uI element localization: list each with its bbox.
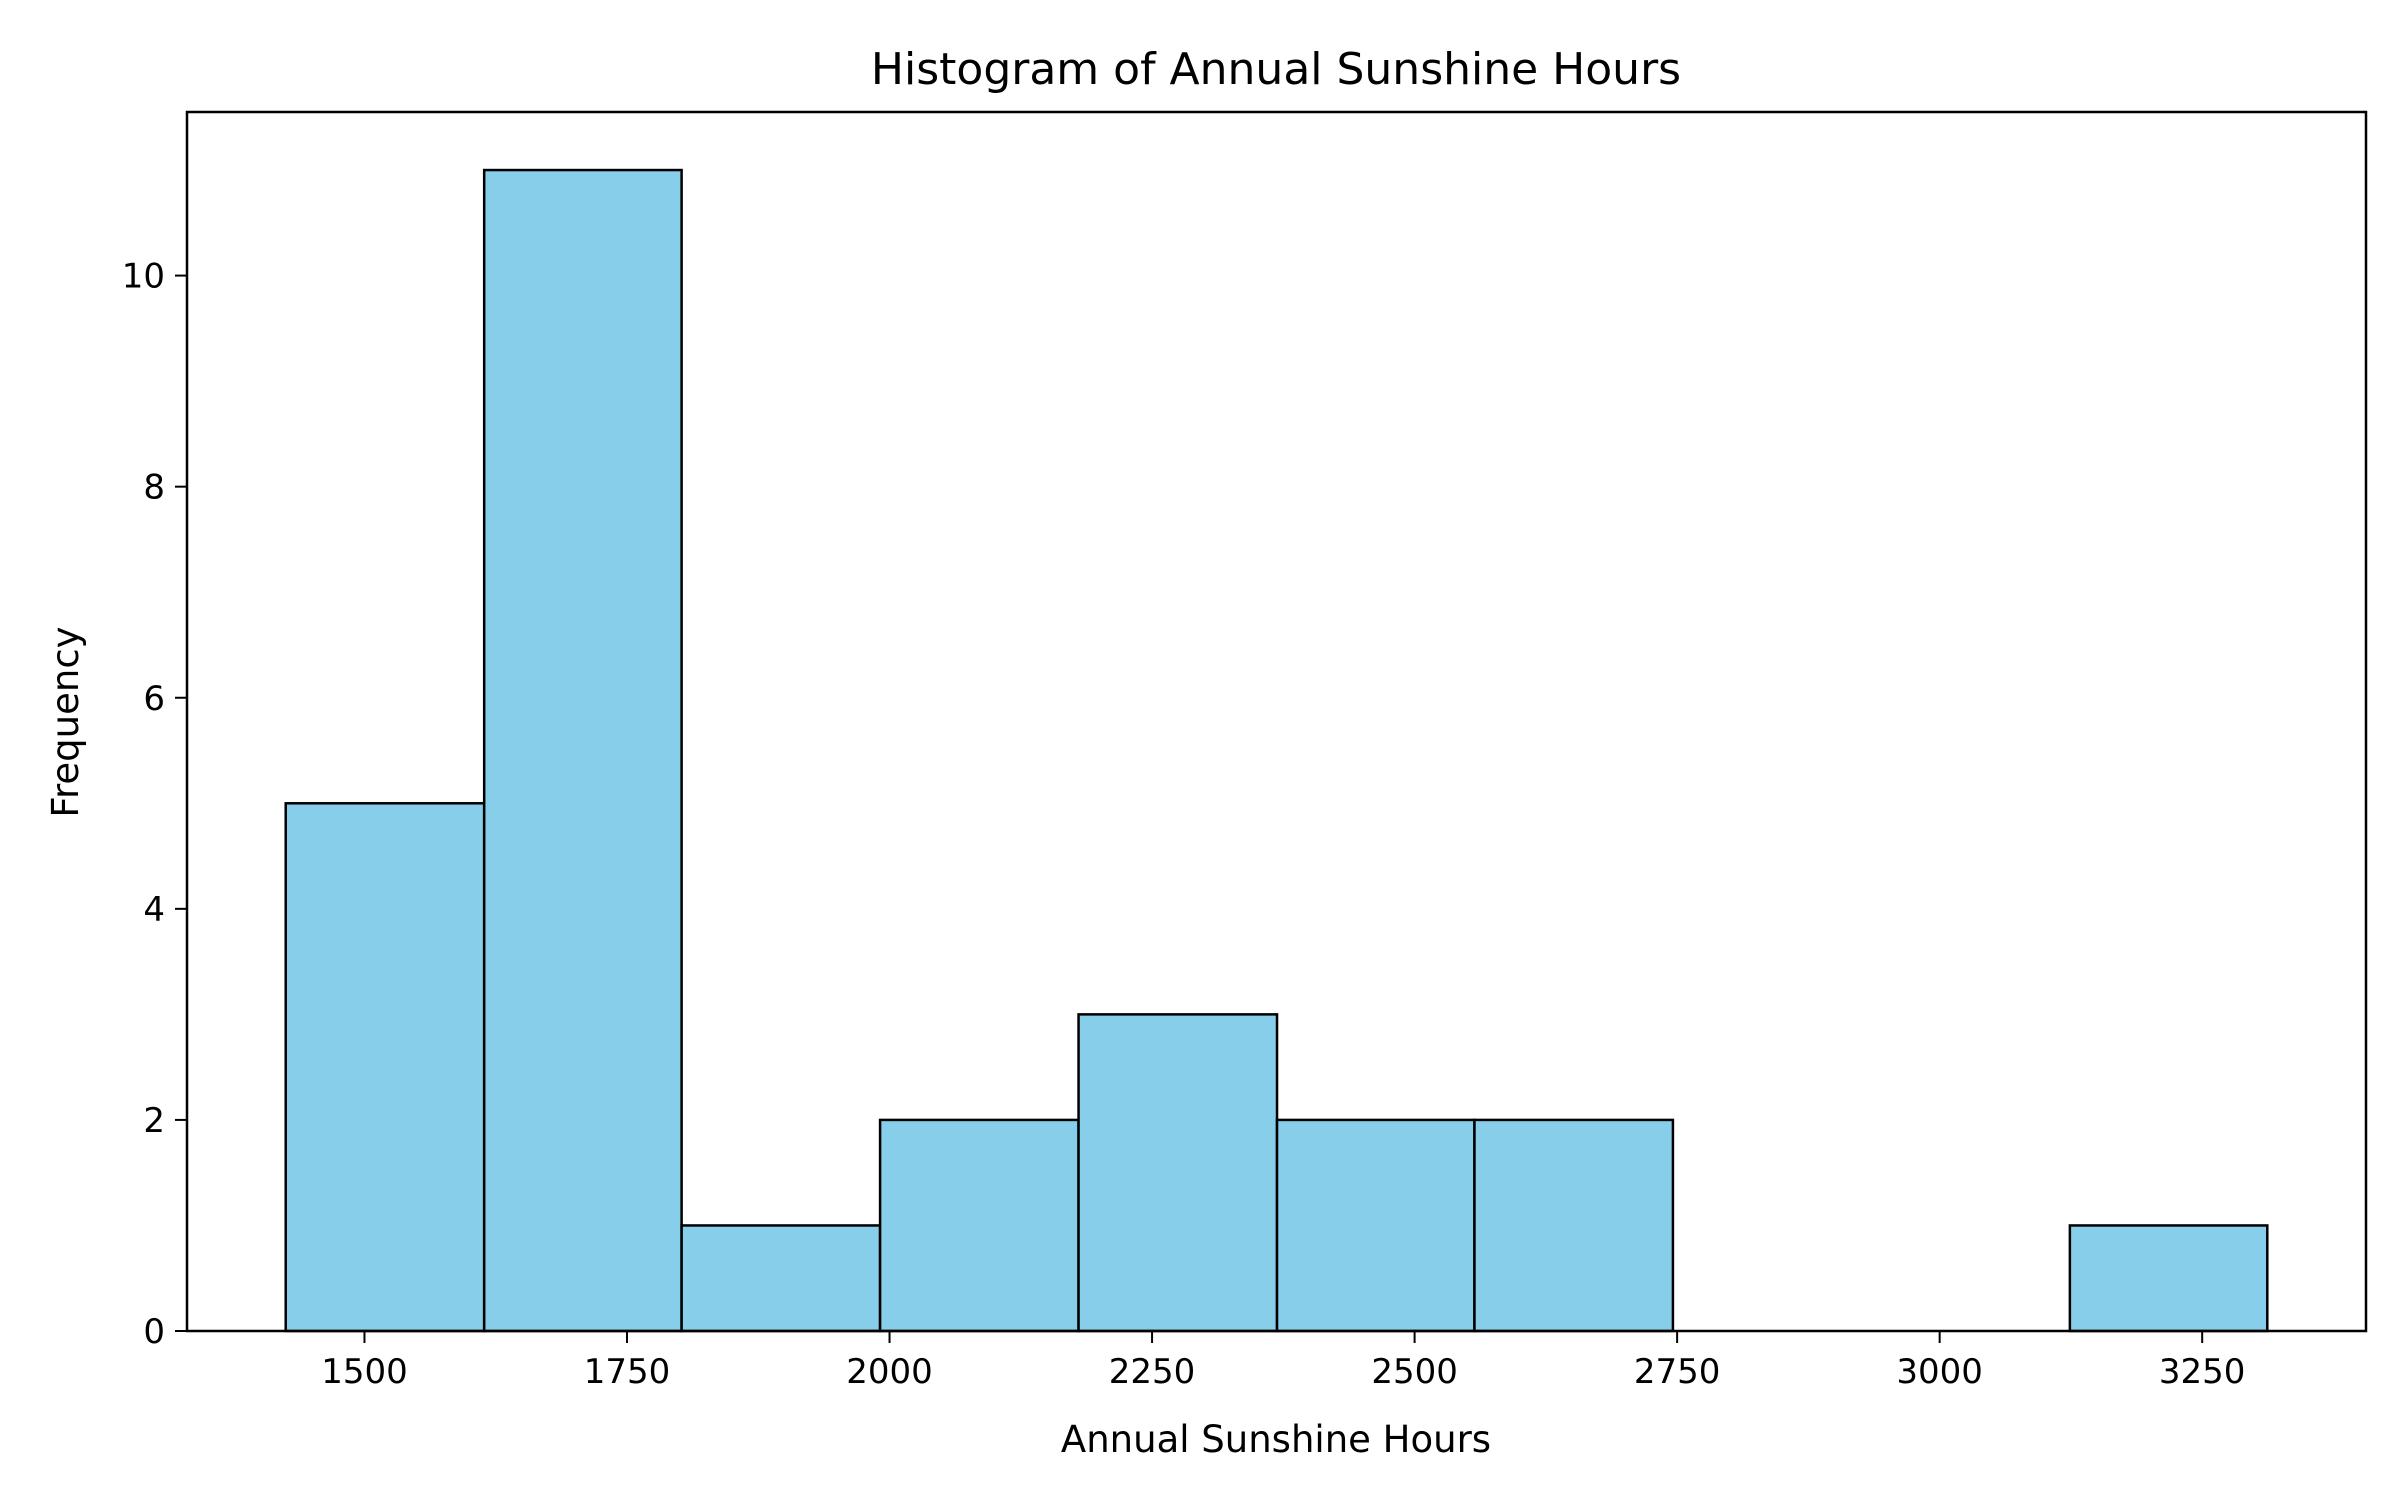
- x-axis-ticks: 1500 1750 2000 2250 2500 2750 3000 3250: [321, 1331, 2245, 1392]
- x-tick-label: 2250: [1109, 1352, 1196, 1392]
- chart-title: Histogram of Annual Sunshine Hours: [871, 44, 1681, 95]
- x-axis-title: Annual Sunshine Hours: [1061, 1418, 1491, 1461]
- x-tick-label: 2500: [1371, 1352, 1458, 1392]
- x-tick-label: 2750: [1634, 1352, 1721, 1392]
- bars-layer: [284, 168, 2269, 1333]
- histogram-bar-5: [1077, 1013, 1279, 1333]
- histogram-bar-6: [1275, 1118, 1476, 1333]
- x-tick-label: 3000: [1896, 1352, 1983, 1392]
- x-tick-label: 3250: [2159, 1352, 2246, 1392]
- histogram-bar-4: [878, 1118, 1080, 1333]
- histogram-bar-10: [2068, 1224, 2269, 1333]
- plot-frame: [185, 110, 2368, 1333]
- x-tick-label: 1750: [584, 1352, 671, 1392]
- y-tick-label: 8: [143, 468, 165, 508]
- y-tick-label: 4: [143, 890, 165, 930]
- y-axis-ticks: 0 2 4 6 8 10: [122, 257, 187, 1352]
- histogram-bar-3: [680, 1224, 882, 1333]
- y-tick-label: 10: [122, 257, 165, 297]
- histogram-bar-7: [1473, 1118, 1675, 1333]
- y-tick-label: 0: [143, 1312, 165, 1352]
- y-tick-label: 2: [143, 1101, 165, 1141]
- x-tick-label: 1500: [321, 1352, 408, 1392]
- histogram-bar-2: [482, 168, 683, 1333]
- histogram-bar-1: [284, 802, 486, 1333]
- y-axis-title: Frequency: [44, 626, 87, 817]
- x-tick-label: 2000: [846, 1352, 933, 1392]
- y-tick-label: 6: [143, 679, 165, 719]
